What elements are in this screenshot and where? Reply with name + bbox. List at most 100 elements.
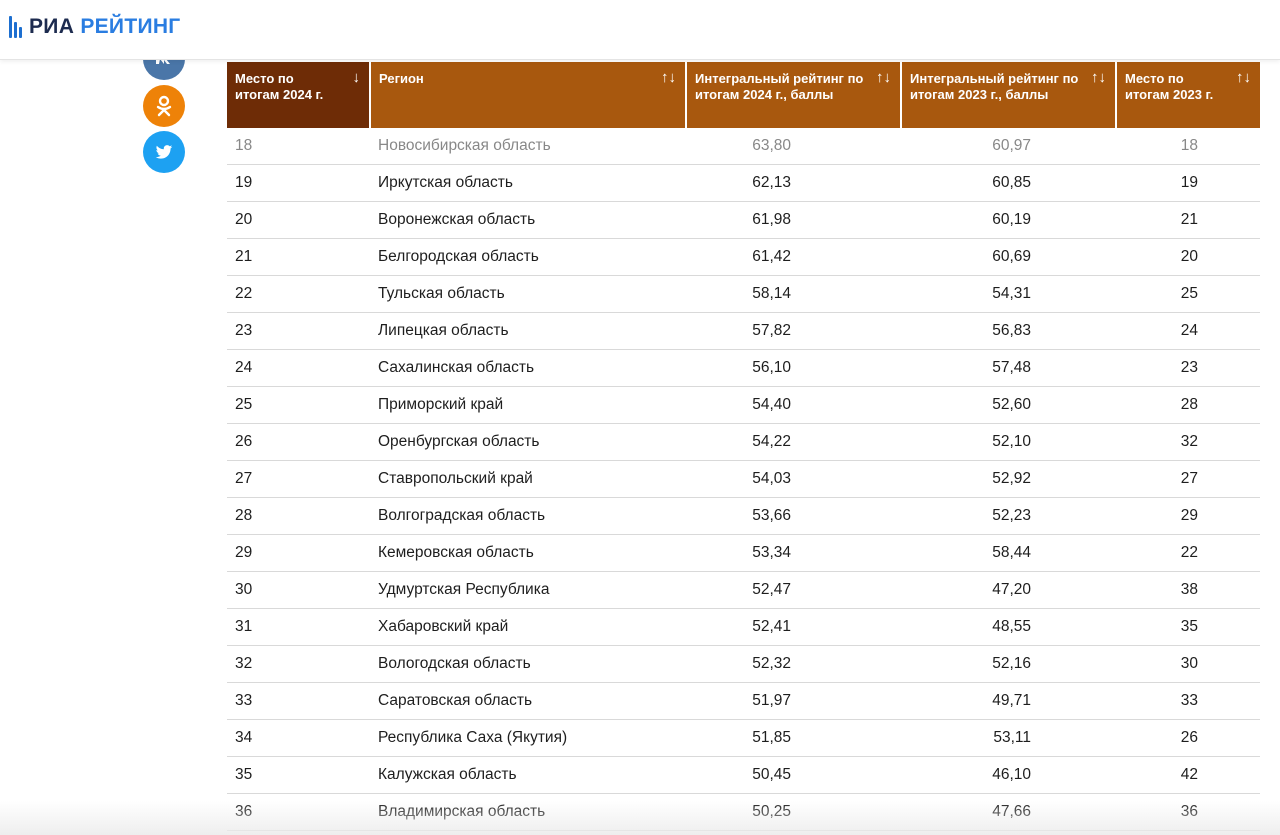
table-row: 23 Липецкая область 57,82 56,83 24: [227, 312, 1260, 350]
col-header-rating-2023[interactable]: Интегральный рейтинг по итогам 2023 г., …: [901, 62, 1117, 128]
header-label: Интегральный рейтинг по итогам 2024 г., …: [695, 71, 864, 102]
rating-2024-cell: 53,66: [686, 497, 901, 535]
twitter-icon: [155, 144, 173, 159]
rating-2023-cell: 47,66: [901, 793, 1116, 831]
place-2024-cell: 30: [227, 571, 370, 609]
table-row: 32 Вологодская область 52,32 52,16 30: [227, 645, 1260, 683]
ok-share-button[interactable]: [143, 85, 185, 127]
region-cell: Удмуртская Республика: [370, 571, 686, 609]
rating-2024-cell: 53,34: [686, 534, 901, 572]
table-row: 29 Кемеровская область 53,34 58,44 22: [227, 534, 1260, 572]
rating-2024-cell: 58,14: [686, 275, 901, 313]
ria-rating-logo[interactable]: РИА РЕЙТИНГ: [9, 15, 181, 39]
rating-2023-cell: 52,16: [901, 645, 1116, 683]
table-row: 27 Ставропольский край 54,03 52,92 27: [227, 460, 1260, 498]
rating-2024-cell: 52,47: [686, 571, 901, 609]
sort-arrow-down-icon[interactable]: ↓: [352, 69, 361, 86]
sort-toggle-icon[interactable]: ↑↓: [1236, 69, 1251, 86]
rating-2024-cell: 63,80: [686, 128, 901, 165]
place-2023-cell: 35: [1116, 608, 1260, 646]
rating-2024-cell: 51,85: [686, 719, 901, 757]
rating-2023-cell: 60,19: [901, 201, 1116, 239]
col-header-rating-2024[interactable]: Интегральный рейтинг по итогам 2024 г., …: [686, 62, 902, 128]
logo-bars-icon: [9, 16, 22, 38]
table-row: 28 Волгоградская область 53,66 52,23 29: [227, 497, 1260, 535]
sort-toggle-icon[interactable]: ↑↓: [1091, 69, 1106, 86]
place-2024-cell: 36: [227, 793, 370, 831]
rating-2024-cell: 62,13: [686, 164, 901, 202]
header-label: Место по итогам 2023 г.: [1125, 71, 1214, 102]
place-2023-cell: 26: [1116, 719, 1260, 757]
rating-2024-cell: 52,41: [686, 608, 901, 646]
rating-2023-cell: 52,10: [901, 423, 1116, 461]
place-2023-cell: 20: [1116, 238, 1260, 276]
table-row: 33 Саратовская область 51,97 49,71 33: [227, 682, 1260, 720]
place-2023-cell: 25: [1116, 275, 1260, 313]
region-cell: Новосибирская область: [370, 128, 686, 165]
sort-toggle-icon[interactable]: ↑↓: [876, 69, 891, 86]
place-2024-cell: 19: [227, 164, 370, 202]
rating-2023-cell: 60,85: [901, 164, 1116, 202]
table-row: 35 Калужская область 50,45 46,10 42: [227, 756, 1260, 794]
rating-2024-cell: 57,82: [686, 312, 901, 350]
odnoklassniki-icon: [156, 95, 172, 117]
rating-2024-cell: 50,25: [686, 793, 901, 831]
place-2023-cell: 24: [1116, 312, 1260, 350]
rating-2023-cell: 58,44: [901, 534, 1116, 572]
header-label: Место по итогам 2024 г.: [235, 71, 324, 102]
rating-2023-cell: 57,48: [901, 349, 1116, 387]
twitter-share-button[interactable]: [143, 131, 185, 173]
regions-rating-table: Место по итогам 2024 г. ↓ Регион ↑↓ Инте…: [227, 62, 1260, 831]
place-2024-cell: 28: [227, 497, 370, 535]
region-cell: Кемеровская область: [370, 534, 686, 572]
rating-2024-cell: 54,22: [686, 423, 901, 461]
table-row: 24 Сахалинская область 56,10 57,48 23: [227, 349, 1260, 387]
logo-text: РИА РЕЙТИНГ: [29, 15, 181, 39]
region-cell: Воронежская область: [370, 201, 686, 239]
sort-toggle-icon[interactable]: ↑↓: [661, 69, 676, 86]
header-label: Регион: [379, 71, 424, 86]
region-cell: Саратовская область: [370, 682, 686, 720]
table-row: 25 Приморский край 54,40 52,60 28: [227, 386, 1260, 424]
region-cell: Республика Саха (Якутия): [370, 719, 686, 757]
region-cell: Иркутская область: [370, 164, 686, 202]
region-cell: Оренбургская область: [370, 423, 686, 461]
place-2023-cell: 29: [1116, 497, 1260, 535]
rating-2023-cell: 47,20: [901, 571, 1116, 609]
table-row: 36 Владимирская область 50,25 47,66 36: [227, 793, 1260, 831]
place-2024-cell: 23: [227, 312, 370, 350]
table-header-row: Место по итогам 2024 г. ↓ Регион ↑↓ Инте…: [227, 62, 1260, 128]
region-cell: Ставропольский край: [370, 460, 686, 498]
table-row: 31 Хабаровский край 52,41 48,55 35: [227, 608, 1260, 646]
table-row: 30 Удмуртская Республика 52,47 47,20 38: [227, 571, 1260, 609]
rating-2023-cell: 60,69: [901, 238, 1116, 276]
region-cell: Хабаровский край: [370, 608, 686, 646]
top-bar: РИА РЕЙТИНГ: [0, 0, 1280, 60]
place-2023-cell: 23: [1116, 349, 1260, 387]
rating-2023-cell: 54,31: [901, 275, 1116, 313]
col-header-place-2023[interactable]: Место по итогам 2023 г. ↑↓: [1116, 62, 1260, 128]
rating-2024-cell: 51,97: [686, 682, 901, 720]
place-2024-cell: 34: [227, 719, 370, 757]
place-2023-cell: 18: [1116, 128, 1260, 165]
col-header-region[interactable]: Регион ↑↓: [370, 62, 687, 128]
region-cell: Приморский край: [370, 386, 686, 424]
place-2023-cell: 19: [1116, 164, 1260, 202]
rating-2023-cell: 48,55: [901, 608, 1116, 646]
region-cell: Волгоградская область: [370, 497, 686, 535]
place-2023-cell: 30: [1116, 645, 1260, 683]
place-2023-cell: 33: [1116, 682, 1260, 720]
place-2024-cell: 24: [227, 349, 370, 387]
table-row: 20 Воронежская область 61,98 60,19 21: [227, 201, 1260, 239]
place-2024-cell: 35: [227, 756, 370, 794]
region-cell: Сахалинская область: [370, 349, 686, 387]
place-2023-cell: 21: [1116, 201, 1260, 239]
rating-2024-cell: 54,40: [686, 386, 901, 424]
rating-2023-cell: 49,71: [901, 682, 1116, 720]
col-header-place-2024[interactable]: Место по итогам 2024 г. ↓: [227, 62, 371, 128]
table-row: 18 Новосибирская область 63,80 60,97 18: [227, 128, 1260, 165]
place-2024-cell: 21: [227, 238, 370, 276]
place-2024-cell: 27: [227, 460, 370, 498]
table-row: 19 Иркутская область 62,13 60,85 19: [227, 164, 1260, 202]
rating-2023-cell: 52,60: [901, 386, 1116, 424]
